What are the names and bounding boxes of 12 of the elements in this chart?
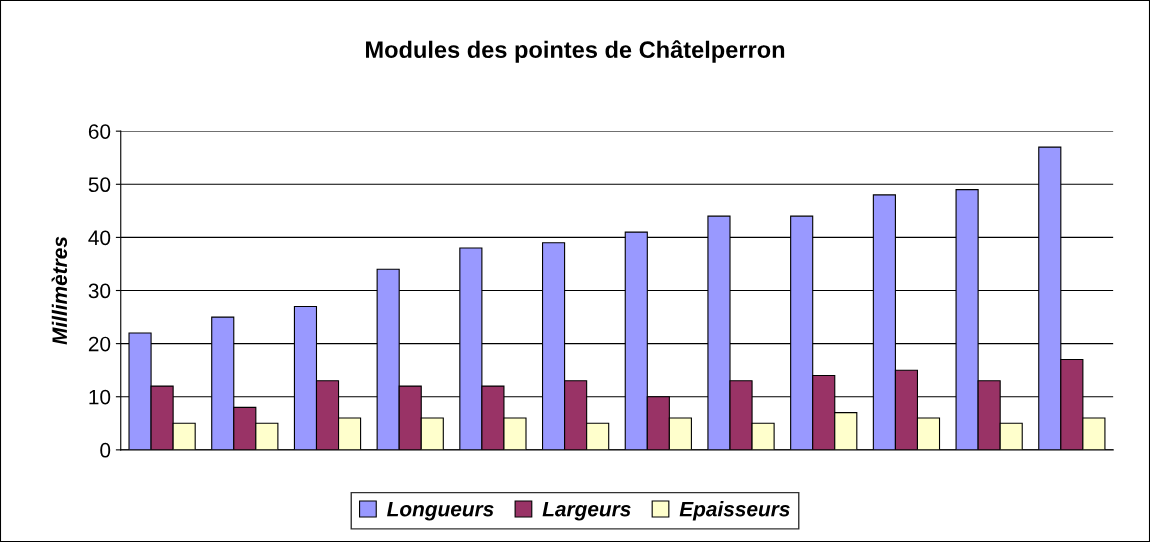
y-tick-label: 60 [88,124,111,139]
legend-label: Longueurs [387,501,494,521]
y-tick-label: 40 [88,230,111,246]
y-tick-label: 50 [88,177,111,193]
chart-title: Modules des pointes de Châtelperron [366,40,785,63]
legend-label: Largeurs [542,501,631,521]
y-tick-label: 0 [100,442,111,458]
legend-label: Epaisseurs [679,501,790,521]
y-axis-title: Millimètres [51,236,68,345]
y-tick-label: 20 [88,336,111,352]
y-tick-label: 30 [88,283,111,299]
y-tick-label: 10 [89,389,111,405]
